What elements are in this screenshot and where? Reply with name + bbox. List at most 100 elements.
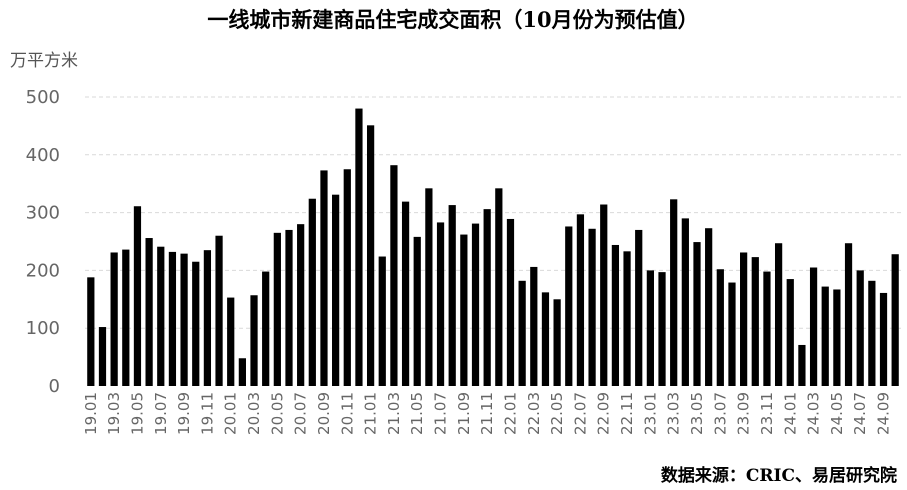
x-tick-label: 23.07 [711, 392, 729, 435]
x-tick-label: 22.09 [595, 392, 613, 435]
bar-22.03 [530, 266, 538, 386]
bar-23.04 [681, 218, 689, 386]
bar-20.03 [250, 295, 258, 386]
x-tick-label: 21.07 [432, 392, 450, 435]
bar-23.07 [716, 269, 724, 386]
bar-21.11 [483, 209, 491, 386]
bar-23.01 [646, 270, 654, 386]
bar-23.11 [763, 271, 771, 386]
x-tick-label: 23.09 [735, 392, 753, 435]
bar-24.05 [833, 289, 841, 386]
bar-19.03 [110, 252, 118, 386]
x-tick-label: 19.01 [82, 392, 100, 435]
bar-22.05 [553, 299, 561, 386]
bar-20.05 [273, 232, 281, 386]
x-tick-label: 21.01 [362, 392, 380, 435]
x-tick-label: 24.01 [781, 392, 799, 435]
bar-22.11 [623, 251, 631, 386]
bar-21.07 [436, 222, 445, 386]
x-tick-label: 22.05 [548, 392, 566, 435]
bar-20.07 [297, 224, 305, 386]
x-tick-label: 24.09 [875, 392, 893, 435]
x-tick-label: 24.03 [805, 392, 823, 435]
bar-24.02 [798, 344, 806, 386]
bar-20.09 [320, 170, 328, 386]
bar-23.02 [658, 272, 666, 386]
bar-24.04 [821, 286, 829, 386]
x-axis-ticks: 19.01 19.03 19.05 19.07 19.09 19.11 20.01 20.03… [82, 392, 893, 435]
bar-19.06 [145, 238, 153, 386]
x-tick-label: 20.09 [315, 392, 333, 435]
bar-19.09 [180, 253, 188, 386]
x-tick-label: 21.03 [385, 392, 403, 435]
bar-21.01 [366, 125, 375, 386]
x-tick-label: 19.05 [128, 392, 146, 435]
bars [87, 108, 899, 386]
bar-22.07 [576, 214, 585, 386]
x-tick-label: 23.01 [641, 392, 659, 435]
bar-20.08 [308, 198, 316, 386]
bar-19.12 [215, 235, 223, 386]
bar-23.09 [740, 252, 748, 386]
x-tick-label: 20.03 [245, 392, 263, 435]
x-tick-label: 23.05 [688, 392, 706, 435]
x-tick-label: 21.05 [408, 392, 426, 435]
bar-24.06 [844, 243, 853, 386]
x-tick-label: 19.09 [175, 392, 193, 435]
x-tick-label: 22.07 [571, 392, 589, 435]
x-tick-label: 21.11 [478, 392, 496, 435]
bar-21.03 [390, 165, 398, 386]
bar-19.01 [87, 277, 95, 386]
y-tick-label: 400 [26, 145, 60, 166]
bar-19.05 [133, 206, 142, 386]
y-axis-ticks: 0 100 200 300 400 500 [26, 87, 60, 397]
x-tick-label: 22.11 [618, 392, 636, 435]
x-tick-label: 19.07 [152, 392, 170, 435]
y-tick-label: 200 [26, 260, 60, 281]
bar-24.08 [868, 280, 876, 386]
bar-23.03 [670, 199, 678, 386]
bar-23.10 [751, 257, 759, 386]
bar-22.01 [506, 218, 515, 386]
bar-21.02 [378, 256, 386, 386]
chart-title: 一线城市新建商品住宅成交面积（10月份为预估值） [207, 7, 698, 32]
x-tick-label: 20.05 [268, 392, 286, 435]
bar-24.01 [786, 279, 794, 386]
bar-24.10 [891, 254, 899, 386]
bar-22.06 [565, 226, 573, 386]
bar-21.09 [460, 234, 468, 386]
bar-19.02 [98, 327, 107, 386]
y-axis-unit-label: 万平方米 [10, 51, 78, 71]
bar-20.02 [238, 358, 246, 386]
x-tick-label: 20.11 [338, 392, 356, 435]
bar-21.12 [495, 188, 503, 386]
y-tick-label: 300 [26, 203, 60, 224]
bar-19.10 [192, 261, 200, 386]
bar-23.05 [693, 242, 701, 386]
bar-22.02 [518, 280, 526, 386]
bar-23.12 [774, 243, 783, 386]
y-tick-label: 0 [49, 376, 60, 397]
x-tick-label: 21.09 [455, 392, 473, 435]
source-note: 数据来源：CRIC、易居研究院 [661, 465, 897, 486]
bar-24.07 [856, 270, 864, 386]
bar-24.03 [809, 267, 818, 386]
x-tick-label: 22.01 [501, 392, 519, 435]
bar-20.04 [262, 271, 270, 386]
bar-22.12 [635, 229, 643, 386]
x-tick-label: 24.05 [828, 392, 846, 435]
x-tick-label: 19.11 [198, 392, 216, 435]
bar-19.07 [157, 246, 165, 386]
y-tick-label: 500 [26, 87, 60, 108]
bar-20.06 [285, 229, 293, 386]
bar-19.11 [203, 250, 212, 386]
x-tick-label: 24.07 [851, 392, 869, 435]
bar-22.09 [600, 204, 608, 386]
bar-21.05 [413, 236, 421, 386]
bar-21.10 [471, 223, 480, 386]
x-tick-label: 20.01 [222, 392, 240, 435]
x-tick-label: 23.11 [758, 392, 776, 435]
bar-20.10 [332, 194, 340, 386]
bar-24.09 [879, 292, 888, 386]
x-tick-label: 22.03 [525, 392, 543, 435]
